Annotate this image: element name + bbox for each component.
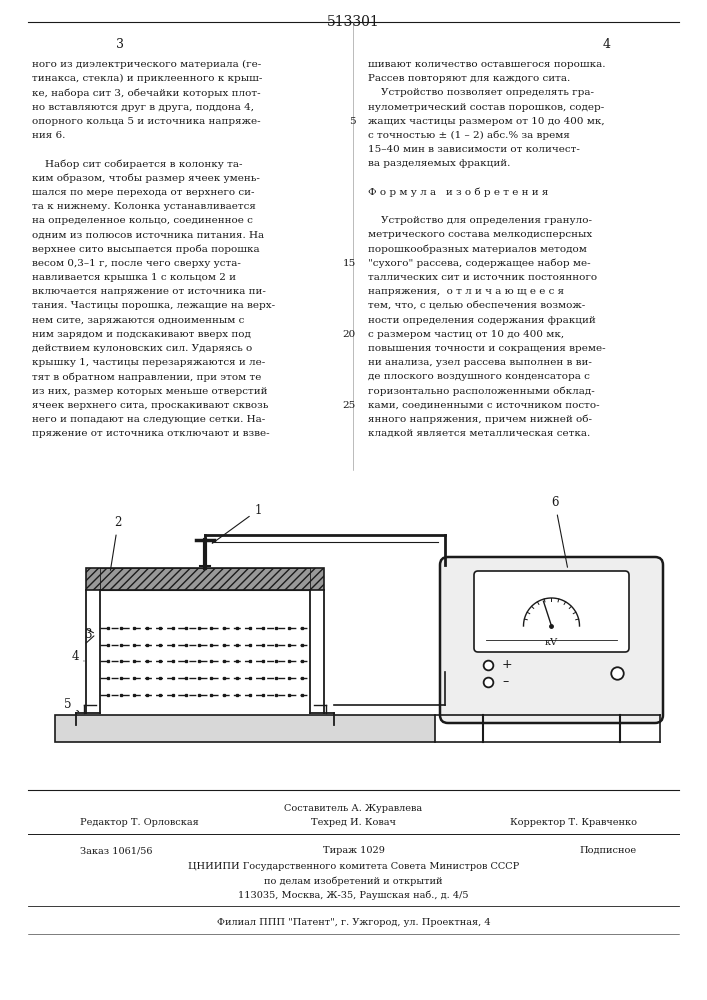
Text: шивают количество оставшегося порошка.: шивают количество оставшегося порошка. <box>368 60 605 69</box>
Text: Техред И. Ковач: Техред И. Ковач <box>311 818 396 827</box>
Text: –: – <box>502 676 508 688</box>
Text: жащих частицы размером от 10 до 400 мк,: жащих частицы размером от 10 до 400 мк, <box>368 117 604 126</box>
Text: тят в обратном направлении, при этом те: тят в обратном направлении, при этом те <box>32 372 262 382</box>
Text: по делам изобретений и открытий: по делам изобретений и открытий <box>264 876 443 886</box>
Text: одним из полюсов источника питания. На: одним из полюсов источника питания. На <box>32 230 264 239</box>
Text: весом 0,3–1 г, после чего сверху уста-: весом 0,3–1 г, после чего сверху уста- <box>32 259 241 268</box>
Text: ячеек верхнего сита, проскакивают сквозь: ячеек верхнего сита, проскакивают сквозь <box>32 401 269 410</box>
Text: навливается крышка 1 с кольцом 2 и: навливается крышка 1 с кольцом 2 и <box>32 273 236 282</box>
Text: 513301: 513301 <box>327 15 380 29</box>
Text: Подписное: Подписное <box>580 846 637 855</box>
Text: порошкообразных материалов методом: порошкообразных материалов методом <box>368 245 587 254</box>
Text: Заказ 1061/56: Заказ 1061/56 <box>80 846 153 855</box>
Text: крышку 1, частицы перезаряжаются и ле-: крышку 1, частицы перезаряжаются и ле- <box>32 358 265 367</box>
Text: 20: 20 <box>343 330 356 339</box>
Text: 2: 2 <box>110 516 122 570</box>
Text: 15: 15 <box>343 259 356 268</box>
Text: но вставляются друг в друга, поддона 4,: но вставляются друг в друга, поддона 4, <box>32 103 254 112</box>
Text: действием кулоновских сил. Ударяясь о: действием кулоновских сил. Ударяясь о <box>32 344 252 353</box>
Text: с размером частиц от 10 до 400 мк,: с размером частиц от 10 до 400 мк, <box>368 330 564 339</box>
Text: ким образом, чтобы размер ячеек умень-: ким образом, чтобы размер ячеек умень- <box>32 174 260 183</box>
Text: верхнее сито высыпается проба порошка: верхнее сито высыпается проба порошка <box>32 245 259 254</box>
Text: ности определения содержания фракций: ности определения содержания фракций <box>368 316 596 325</box>
Text: таллических сит и источник постоянного: таллических сит и источник постоянного <box>368 273 597 282</box>
Text: 113035, Москва, Ж-35, Раушская наб., д. 4/5: 113035, Москва, Ж-35, Раушская наб., д. … <box>238 890 469 900</box>
Text: ни анализа, узел рассева выполнен в ви-: ни анализа, узел рассева выполнен в ви- <box>368 358 592 367</box>
Text: кV: кV <box>545 638 558 647</box>
Bar <box>55 715 435 742</box>
Text: тем, что, с целью обеспечения возмож-: тем, что, с целью обеспечения возмож- <box>368 301 585 310</box>
Text: опорного кольца 5 и источника напряже-: опорного кольца 5 и источника напряже- <box>32 117 261 126</box>
Text: 25: 25 <box>343 401 356 410</box>
Text: шался по мере перехода от верхнего си-: шался по мере перехода от верхнего си- <box>32 188 255 197</box>
FancyBboxPatch shape <box>474 571 629 652</box>
Text: тинакса, стекла) и приклеенного к крыш-: тинакса, стекла) и приклеенного к крыш- <box>32 74 262 83</box>
Text: метрического состава мелкодисперсных: метрического состава мелкодисперсных <box>368 230 592 239</box>
Text: пряжение от источника отключают и взве-: пряжение от источника отключают и взве- <box>32 429 269 438</box>
Text: Устройство для определения грануло-: Устройство для определения грануло- <box>368 216 592 225</box>
Text: Ф о р м у л а   и з о б р е т е н и я: Ф о р м у л а и з о б р е т е н и я <box>368 188 549 197</box>
Text: Филиал ППП "Патент", г. Ужгород, ул. Проектная, 4: Филиал ППП "Патент", г. Ужгород, ул. Про… <box>216 918 491 927</box>
Text: кладкой является металлическая сетка.: кладкой является металлическая сетка. <box>368 429 590 438</box>
Text: 4: 4 <box>603 38 611 51</box>
Text: ке, набора сит 3, обечайки которых плот-: ке, набора сит 3, обечайки которых плот- <box>32 88 261 98</box>
Text: Редактор Т. Орловская: Редактор Т. Орловская <box>80 818 199 827</box>
Text: янного напряжения, причем нижней об-: янного напряжения, причем нижней об- <box>368 415 592 424</box>
Text: Рассев повторяют для каждого сита.: Рассев повторяют для каждого сита. <box>368 74 571 83</box>
Text: 4: 4 <box>71 650 84 662</box>
Text: из них, размер которых меньше отверстий: из них, размер которых меньше отверстий <box>32 387 267 396</box>
Text: нем сите, заряжаются одноименным с: нем сите, заряжаются одноименным с <box>32 316 245 325</box>
Text: ним зарядом и подскакивают вверх под: ним зарядом и подскакивают вверх под <box>32 330 251 339</box>
Text: 6: 6 <box>551 496 568 567</box>
Text: ва разделяемых фракций.: ва разделяемых фракций. <box>368 159 510 168</box>
Text: Устройство позволяет определять гра-: Устройство позволяет определять гра- <box>368 88 594 97</box>
Text: Корректор Т. Кравченко: Корректор Т. Кравченко <box>510 818 637 827</box>
Text: "сухого" рассева, содержащее набор ме-: "сухого" рассева, содержащее набор ме- <box>368 259 590 268</box>
Text: на определенное кольцо, соединенное с: на определенное кольцо, соединенное с <box>32 216 253 225</box>
Text: напряжения,  о т л и ч а ю щ е е с я: напряжения, о т л и ч а ю щ е е с я <box>368 287 564 296</box>
Text: повышения точности и сокращения време-: повышения точности и сокращения време- <box>368 344 606 353</box>
Bar <box>86 568 324 590</box>
Text: ками, соединенными с источником посто-: ками, соединенными с источником посто- <box>368 401 600 410</box>
Text: ного из диэлектрического материала (ге-: ного из диэлектрического материала (ге- <box>32 60 262 69</box>
Text: Тираж 1029: Тираж 1029 <box>322 846 385 855</box>
Text: де плоского воздушного конденсатора с: де плоского воздушного конденсатора с <box>368 372 590 381</box>
Text: 15–40 мин в зависимости от количест-: 15–40 мин в зависимости от количест- <box>368 145 580 154</box>
Text: ЦНИИПИ Государственного комитета Совета Министров СССР: ЦНИИПИ Государственного комитета Совета … <box>188 862 519 871</box>
Text: 3: 3 <box>116 38 124 51</box>
Text: Составитель А. Журавлева: Составитель А. Журавлева <box>284 804 423 813</box>
Text: с точностью ± (1 – 2) абс.% за время: с точностью ± (1 – 2) абс.% за время <box>368 131 570 140</box>
Text: тания. Частицы порошка, лежащие на верх-: тания. Частицы порошка, лежащие на верх- <box>32 301 275 310</box>
Text: 5: 5 <box>64 698 78 712</box>
Text: ния 6.: ния 6. <box>32 131 65 140</box>
Text: Набор сит собирается в колонку та-: Набор сит собирается в колонку та- <box>32 159 243 169</box>
FancyBboxPatch shape <box>440 557 663 723</box>
Text: 3: 3 <box>84 628 92 641</box>
Text: включается напряжение от источника пи-: включается напряжение от источника пи- <box>32 287 266 296</box>
Text: +: + <box>502 658 513 672</box>
Text: нулометрический состав порошков, содер-: нулометрический состав порошков, содер- <box>368 103 604 112</box>
Text: него и попадают на следующие сетки. На-: него и попадают на следующие сетки. На- <box>32 415 265 424</box>
Text: та к нижнему. Колонка устанавливается: та к нижнему. Колонка устанавливается <box>32 202 256 211</box>
Text: горизонтально расположенными обклад-: горизонтально расположенными обклад- <box>368 387 595 396</box>
Text: 1: 1 <box>212 504 262 543</box>
Text: 5: 5 <box>349 117 356 126</box>
